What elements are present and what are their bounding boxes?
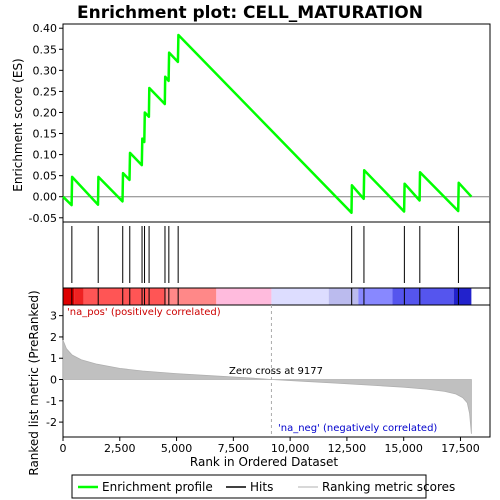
es-y-tick-label: 0.05 — [33, 170, 58, 183]
colorbar-segment — [74, 288, 84, 305]
legend: Enrichment profile Hits Ranking metric sco… — [71, 474, 455, 499]
x-tick-label: 15,000 — [384, 442, 423, 455]
es-y-tick-label: 0.10 — [33, 149, 58, 162]
es-y-tick-label: 0.25 — [33, 85, 58, 98]
metric-y-tick-label: 1 — [50, 352, 57, 365]
zero-cross-label: Zero cross at 9177 — [229, 366, 323, 377]
colorbar-segment — [165, 288, 217, 305]
es-y-tick-label: 0.40 — [33, 22, 58, 35]
ranked-metric-panel: -2 -1 0 1 2 3 0 2,500 5,000 7,500 10,000 12,500 15,0… — [46, 304, 491, 455]
legend-label: Enrichment profile — [102, 480, 213, 494]
enrichment-profile-line — [62, 33, 473, 214]
x-axis-label: Rank in Ordered Dataset — [190, 455, 338, 469]
colorbar-segment — [83, 288, 166, 305]
colorbar-segment — [453, 288, 472, 305]
metric-y-tick-label: 0 — [50, 374, 57, 387]
ranking-metric-area — [62, 339, 472, 434]
metric-y-tick-label: 3 — [50, 310, 57, 323]
legend-frame — [71, 474, 427, 499]
rank-colorbar — [62, 287, 491, 306]
es-y-tick-label: 0.00 — [33, 191, 58, 204]
positive-label: 'na_pos' (positively correlated) — [67, 307, 221, 318]
colorbar-segment — [216, 288, 272, 305]
metric-y-tick-label: -2 — [46, 416, 57, 429]
es-y-tick-label: 0.30 — [33, 64, 58, 77]
colorbar-segment — [328, 288, 359, 305]
es-y-tick-label: 0.20 — [33, 106, 58, 119]
es-y-tick-label: 0.15 — [33, 128, 58, 141]
enrichment-score-panel: -0.05 0.00 0.05 0.10 0.15 0.20 0.25 0.30 0.35 0.4… — [29, 22, 491, 225]
es-y-tick-label: 0.35 — [33, 43, 58, 56]
hits-panel — [62, 221, 491, 289]
chart-title: Enrichment plot: CELL_MATURATION — [77, 3, 423, 23]
es-axis-label: Enrichment score (ES) — [11, 58, 25, 191]
metric-y-tick-label: 2 — [50, 331, 57, 344]
x-tick-label: 0 — [60, 442, 67, 455]
es-plot-area — [62, 23, 491, 223]
legend-label: Ranking metric scores — [322, 480, 455, 494]
metric-axis-label: Ranked list metric (PreRanked) — [27, 290, 41, 475]
negative-label: 'na_neg' (negatively correlated) — [278, 423, 437, 434]
colorbar-segment — [358, 288, 393, 305]
legend-label: Hits — [250, 480, 273, 494]
x-tick-label: 2,500 — [104, 442, 136, 455]
colorbar-segment — [63, 288, 75, 305]
x-tick-label: 17,500 — [441, 442, 480, 455]
x-tick-label: 12,500 — [328, 442, 367, 455]
metric-y-tick-label: -1 — [46, 395, 57, 408]
hits-area — [62, 221, 491, 289]
colorbar-segment — [271, 288, 329, 305]
colorbar-segment — [392, 288, 454, 305]
x-tick-label: 7,500 — [218, 442, 250, 455]
es-y-tick-label: -0.05 — [29, 212, 57, 225]
x-tick-label: 10,000 — [271, 442, 310, 455]
x-tick-label: 5,000 — [161, 442, 193, 455]
